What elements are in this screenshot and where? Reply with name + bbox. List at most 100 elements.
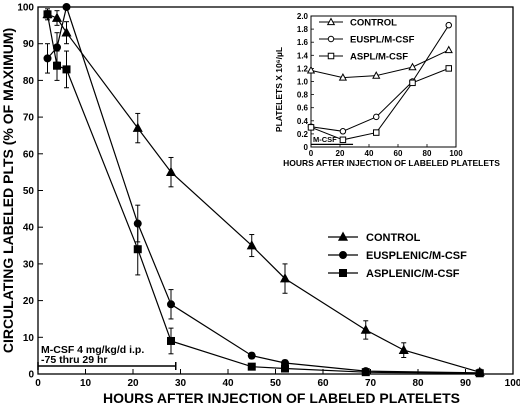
inset-data-point <box>373 129 380 136</box>
main-y-ticks: 0 10 20 30 40 50 60 70 80 90 100 <box>17 3 43 381</box>
inset-y-tick-label: 0.2 <box>297 130 309 139</box>
main-data-point <box>51 12 63 22</box>
inset-legend: CONTROL EUSPL/M-CSF ASPL/M-CSF <box>319 17 415 63</box>
inset-y-ticks: 0 0.2 0.4 0.6 0.8 1.0 1.2 1.4 1.6 1.8 2.0 <box>297 12 314 152</box>
main-data-point <box>167 336 175 345</box>
inset-data-point <box>306 65 316 74</box>
main-data-point <box>398 344 409 354</box>
main-mcsf-label-line2: -75 thru 29 hr <box>41 354 108 366</box>
inset-mcsf-label: M-CSF <box>313 135 337 144</box>
main-data-point <box>133 245 142 254</box>
main-data-point <box>281 364 289 373</box>
main-series <box>42 3 485 378</box>
inset-x-tick-label: 0 <box>309 149 314 158</box>
main-chart: 0 10 20 30 40 50 60 70 80 90 100 0 10 20 30 40 50 60 70 80… <box>0 3 520 407</box>
inset-data-point <box>307 124 315 131</box>
inset-y-tick-label: 1.4 <box>297 51 309 60</box>
inset-legend-marker <box>326 17 336 26</box>
inset-data-point <box>338 73 348 81</box>
inset-legend-label: ASPL/M-CSF <box>350 52 408 63</box>
inset-x-tick-label: 60 <box>394 149 403 158</box>
inset-mcsf-annotation: M-CSF <box>311 135 354 145</box>
main-legend-marker <box>339 269 347 277</box>
main-data-point <box>53 61 61 70</box>
main-y-tick-label: 30 <box>23 259 35 270</box>
inset-y-tick-label: 2.0 <box>297 12 309 21</box>
main-y-tick-label: 80 <box>23 76 35 87</box>
main-y-tick-label: 100 <box>17 3 34 14</box>
inset-data-point <box>408 62 417 71</box>
main-y-tick-label: 20 <box>23 296 35 307</box>
inset-data-point <box>339 136 347 144</box>
main-mcsf-label-line1: M-CSF 4 mg/kg/d i.p. <box>41 344 144 356</box>
main-data-point <box>62 3 71 11</box>
main-x-tick-label: 60 <box>317 378 329 389</box>
main-data-point <box>246 240 257 250</box>
inset-series <box>306 21 453 144</box>
inset-chart: 0 20 40 60 80 100 0 0.2 0.4 0.6 0.8 1.0 1.2 1.4 1.6 1.… <box>274 12 500 168</box>
inset-y-tick-label: 1.6 <box>297 38 309 47</box>
main-y-tick-label: 50 <box>23 186 35 197</box>
main-y-tick-label: 60 <box>23 149 35 160</box>
main-x-tick-label: 40 <box>222 378 234 389</box>
inset-x-tick-label: 20 <box>336 149 345 158</box>
main-y-tick-label: 40 <box>23 223 35 234</box>
inset-y-axis-title: PLATELETS X 10⁶/µL <box>274 47 284 132</box>
main-legend: CONTROL EUSPLENIC/M-CSF ASPLENIC/M-CSF <box>328 231 467 280</box>
inset-x-tick-label: 80 <box>423 149 432 158</box>
main-x-tick-label: 50 <box>270 378 282 389</box>
inset-y-tick-label: 0.6 <box>297 104 309 113</box>
main-y-tick-label: 90 <box>23 39 35 50</box>
main-x-tick-label: 80 <box>412 378 424 389</box>
main-data-point <box>247 362 256 371</box>
inset-data-point <box>445 21 452 29</box>
inset-data-point <box>372 71 381 79</box>
inset-y-tick-label: 0.4 <box>297 117 309 126</box>
main-x-tick-label: 100 <box>505 378 520 389</box>
inset-legend-label: EUSPL/M-CSF <box>350 35 415 46</box>
inset-y-tick-label: 0 <box>304 143 309 152</box>
inset-x-axis-title: HOURS AFTER INJECTION OF LABELED PLATELE… <box>283 158 500 168</box>
main-legend-label: EUSPLENIC/M-CSF <box>366 250 467 262</box>
main-data-point <box>43 10 52 19</box>
main-data-point <box>247 351 256 360</box>
main-y-tick-label: 10 <box>23 333 35 344</box>
main-data-point <box>360 324 371 334</box>
inset-data-point <box>444 45 453 54</box>
main-y-tick-label: 70 <box>23 113 35 124</box>
main-data-point <box>475 369 484 378</box>
main-data-point <box>132 122 143 132</box>
inset-y-tick-label: 1.8 <box>297 25 309 34</box>
main-data-point <box>165 166 177 176</box>
main-legend-marker <box>339 251 347 259</box>
main-data-point <box>61 27 72 37</box>
inset-data-point <box>445 65 452 72</box>
main-x-ticks: 0 10 20 30 40 50 60 70 80 90 100 <box>35 369 520 389</box>
main-data-point <box>43 54 52 63</box>
main-x-tick-label: 90 <box>460 378 472 389</box>
main-x-tick-label: 0 <box>35 378 41 389</box>
inset-data-point <box>339 128 347 135</box>
main-data-point <box>167 300 175 309</box>
main-data-point <box>62 65 71 74</box>
inset-y-tick-label: 1.2 <box>297 64 309 73</box>
main-x-tick-label: 20 <box>127 378 139 389</box>
main-legend-marker <box>337 231 349 241</box>
inset-legend-marker <box>327 52 335 60</box>
inset-y-tick-label: 0.8 <box>297 91 309 100</box>
inset-x-tick-label: 100 <box>449 149 463 158</box>
inset-legend-label: CONTROL <box>350 18 397 29</box>
main-y-axis-title: CIRCULATING LABELED PLTS (% OF MAXIMUM) <box>0 28 16 353</box>
main-data-point <box>361 368 370 377</box>
main-x-tick-label: 70 <box>365 378 377 389</box>
main-x-tick-label: 10 <box>80 378 92 389</box>
main-x-tick-label: 30 <box>175 378 187 389</box>
inset-legend-marker <box>327 35 335 43</box>
main-x-axis-title: HOURS AFTER INJECTION OF LABELED PLATELE… <box>103 390 460 406</box>
main-mcsf-annotation: M-CSF 4 mg/kg/d i.p. -75 thru 29 hr <box>37 344 177 370</box>
main-data-point <box>279 273 291 283</box>
inset-y-tick-label: 1.0 <box>297 78 309 87</box>
inset-data-point <box>409 79 416 87</box>
main-legend-label: CONTROL <box>366 232 421 244</box>
